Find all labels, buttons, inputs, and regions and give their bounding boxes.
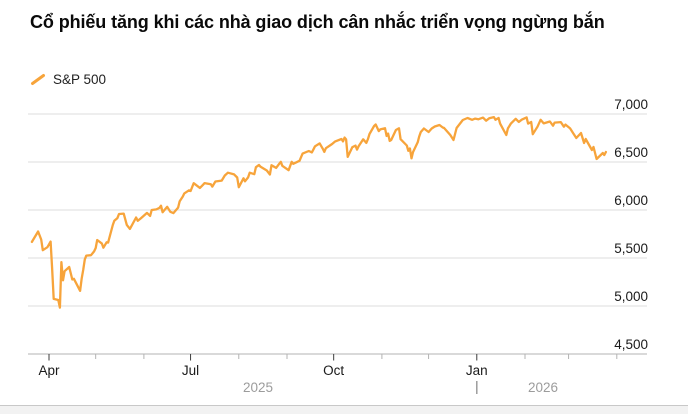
chart-title: Cổ phiếu tăng khi các nhà giao dịch cân … bbox=[30, 12, 605, 32]
y-axis-label: 4,500 bbox=[614, 337, 648, 352]
y-axis-label: 5,500 bbox=[614, 241, 648, 256]
y-axis-label: 6,000 bbox=[614, 193, 648, 208]
year-label: 2025 bbox=[243, 380, 273, 395]
bottom-divider bbox=[0, 405, 688, 414]
month-label: Jan bbox=[466, 363, 488, 378]
y-axis-label: 5,000 bbox=[614, 289, 648, 304]
month-label: Oct bbox=[323, 363, 344, 378]
month-label: Jul bbox=[182, 363, 199, 378]
y-axis-label: 6,500 bbox=[614, 145, 648, 160]
sp500-line-icon bbox=[31, 73, 45, 85]
month-label: Apr bbox=[38, 363, 60, 378]
y-axis-label: 7,000 bbox=[614, 97, 648, 112]
year-label: 2026 bbox=[528, 380, 558, 395]
sp500-series-line bbox=[30, 115, 608, 309]
legend-label: S&P 500 bbox=[53, 71, 107, 87]
chart-legend: S&P 500 bbox=[30, 71, 106, 87]
